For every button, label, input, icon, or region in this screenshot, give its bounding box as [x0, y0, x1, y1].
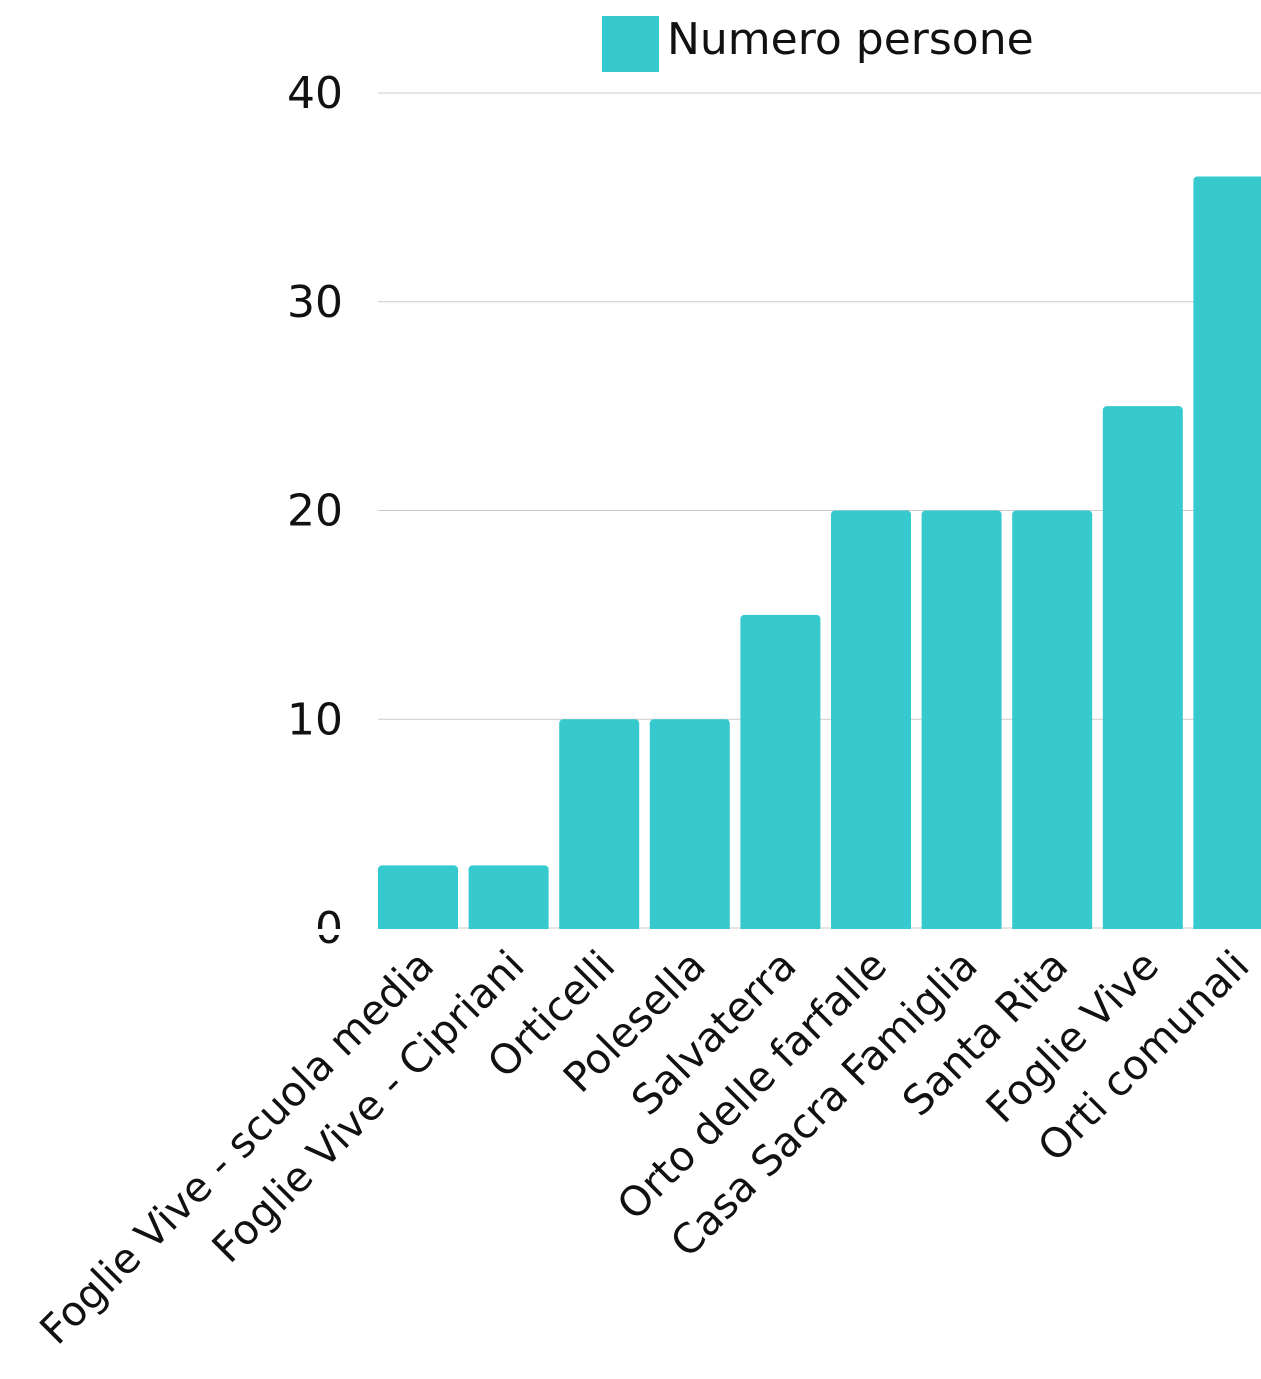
y-tick-label: 40: [287, 68, 343, 119]
bar-orti-comunali: [1193, 176, 1261, 932]
legend-swatch: [602, 16, 659, 72]
bar-polesella: [649, 719, 730, 932]
y-tick-label: 0: [315, 903, 343, 954]
y-tick-label: 20: [287, 486, 343, 537]
bars: [0, 176, 1261, 935]
baseline-mask: [0, 929, 1261, 935]
bar-casa-sacra-famiglia: [921, 510, 1002, 932]
bar-santa-rita: [1012, 510, 1093, 932]
bar-foglie-vive-scuola-media: [378, 865, 458, 932]
x-category-label: Foglie Vive - scuola media: [31, 941, 444, 1354]
y-tick-label: 10: [287, 694, 343, 745]
bar-foglie-vive: [1102, 406, 1183, 932]
bar-orto-delle-farfalle: [831, 510, 911, 932]
y-axis-labels: 0 10 20 30 40: [287, 68, 343, 954]
legend: Numero persone: [602, 14, 1034, 72]
legend-label: Numero persone: [667, 14, 1034, 65]
bar-orticelli: [559, 719, 640, 932]
bar-salvaterra: [740, 614, 821, 932]
bar-foglie-vive-cipriani: [468, 865, 549, 932]
y-tick-label: 30: [287, 277, 343, 328]
